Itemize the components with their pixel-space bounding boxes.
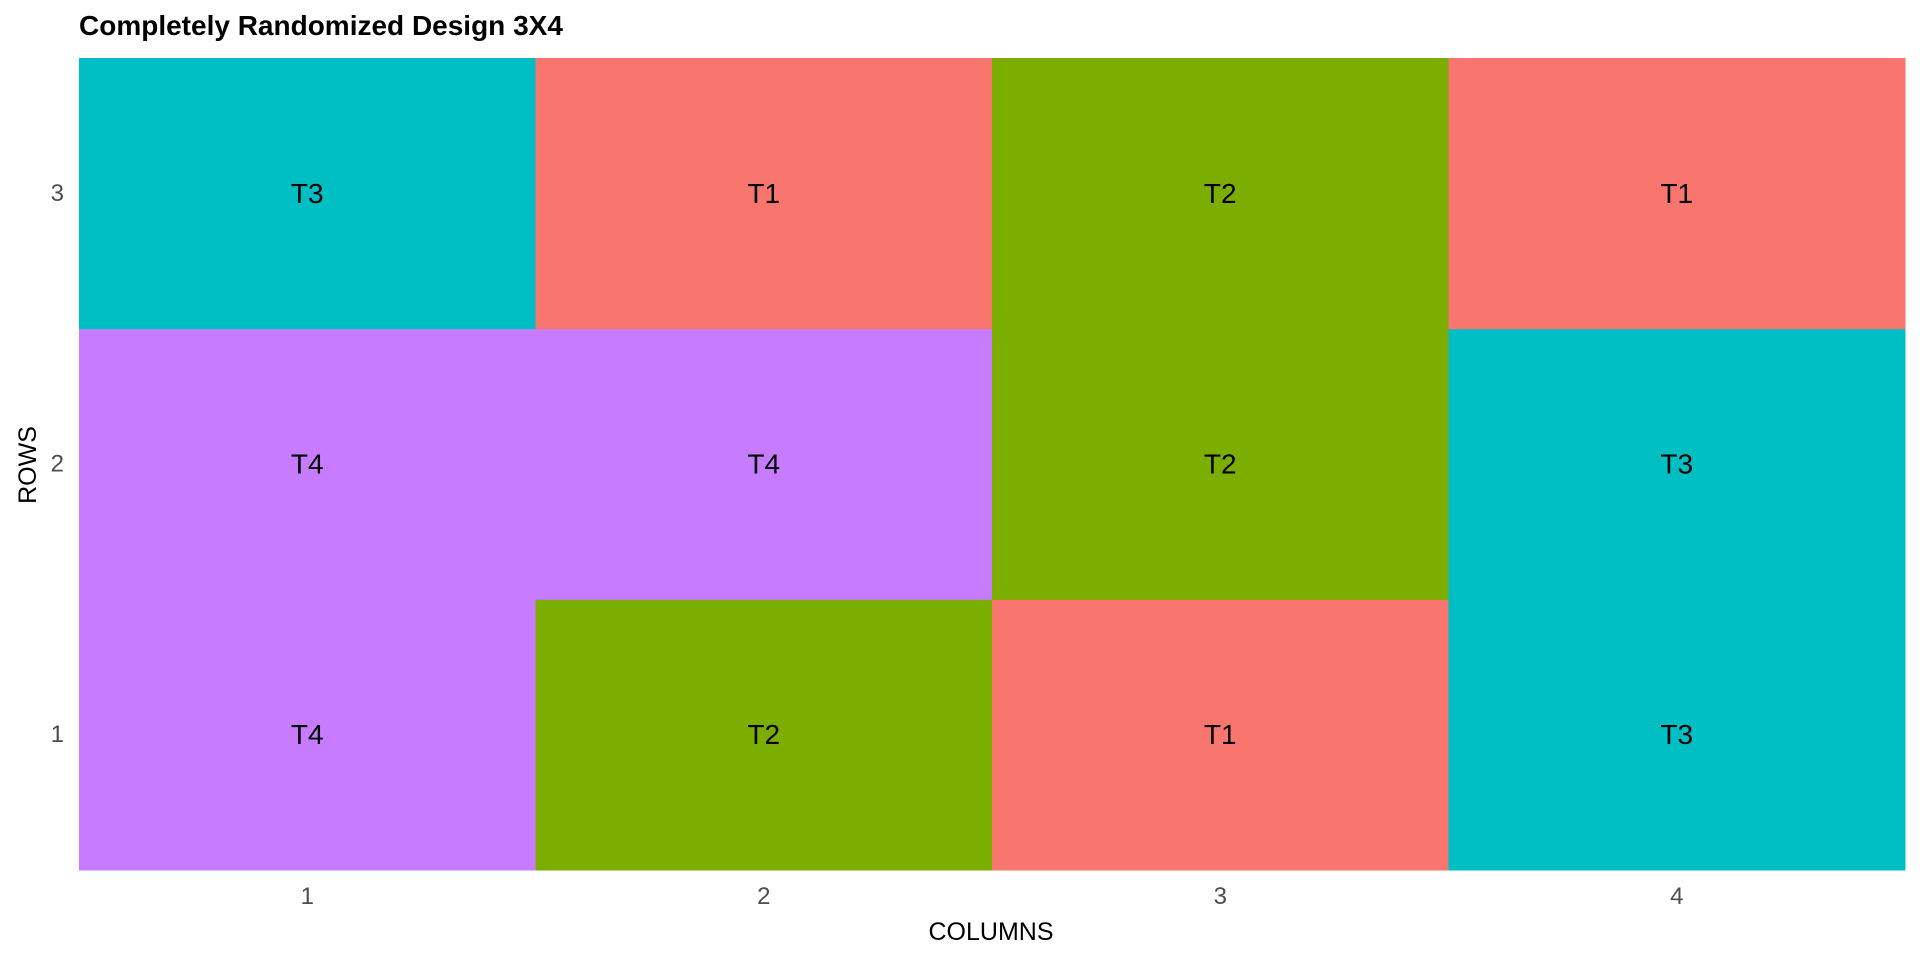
x-axis-title: COLUMNS — [928, 918, 1053, 946]
cell-label-r3-c3: T2 — [1204, 178, 1237, 209]
cell-r3-c1 — [79, 58, 536, 330]
cell-r1-c1 — [79, 599, 536, 871]
cell-r1-c4 — [1448, 599, 1906, 871]
cell-label-r3-c1: T3 — [291, 178, 324, 209]
y-tick-labels: 1 2 3 — [51, 180, 64, 748]
cell-label-r3-c4: T1 — [1660, 178, 1693, 209]
cell-label-r2-c1: T4 — [291, 449, 324, 480]
x-tick-label-2: 2 — [757, 883, 770, 910]
cell-r2-c3 — [992, 328, 1449, 600]
x-tick-label-3: 3 — [1214, 883, 1227, 910]
cell-label-r3-c2: T1 — [747, 178, 780, 209]
cell-label-r2-c3: T2 — [1204, 449, 1237, 480]
cell-label-r1-c2: T2 — [747, 719, 780, 750]
y-axis-title: ROWS — [14, 426, 42, 504]
x-tick-label-1: 1 — [301, 883, 314, 910]
cell-labels-layer: T4 T2 T1 T3 T4 T4 T2 T3 T3 T1 T2 T1 — [291, 178, 1693, 750]
cell-label-r1-c4: T3 — [1660, 719, 1693, 750]
cell-r3-c3 — [992, 58, 1449, 330]
cell-r2-c1 — [79, 328, 536, 600]
cell-label-r1-c1: T4 — [291, 719, 324, 750]
cell-r2-c4 — [1448, 328, 1906, 600]
x-tick-label-4: 4 — [1670, 883, 1683, 910]
cell-label-r1-c3: T1 — [1204, 719, 1237, 750]
x-tick-labels: 1 2 3 4 — [301, 883, 1684, 910]
cell-r1-c2 — [535, 599, 993, 871]
cell-r1-c3 — [992, 599, 1449, 871]
cell-label-r2-c4: T3 — [1660, 449, 1693, 480]
chart-title: Completely Randomized Design 3X4 — [79, 10, 563, 41]
y-tick-label-3: 3 — [51, 180, 64, 207]
y-tick-label-1: 1 — [51, 721, 64, 748]
cell-r3-c4 — [1448, 58, 1906, 330]
cell-r2-c2 — [535, 328, 993, 600]
cell-r3-c2 — [535, 58, 993, 330]
cell-label-r2-c2: T4 — [747, 449, 780, 480]
y-tick-label-2: 2 — [51, 451, 64, 478]
cells-layer — [79, 58, 1906, 871]
